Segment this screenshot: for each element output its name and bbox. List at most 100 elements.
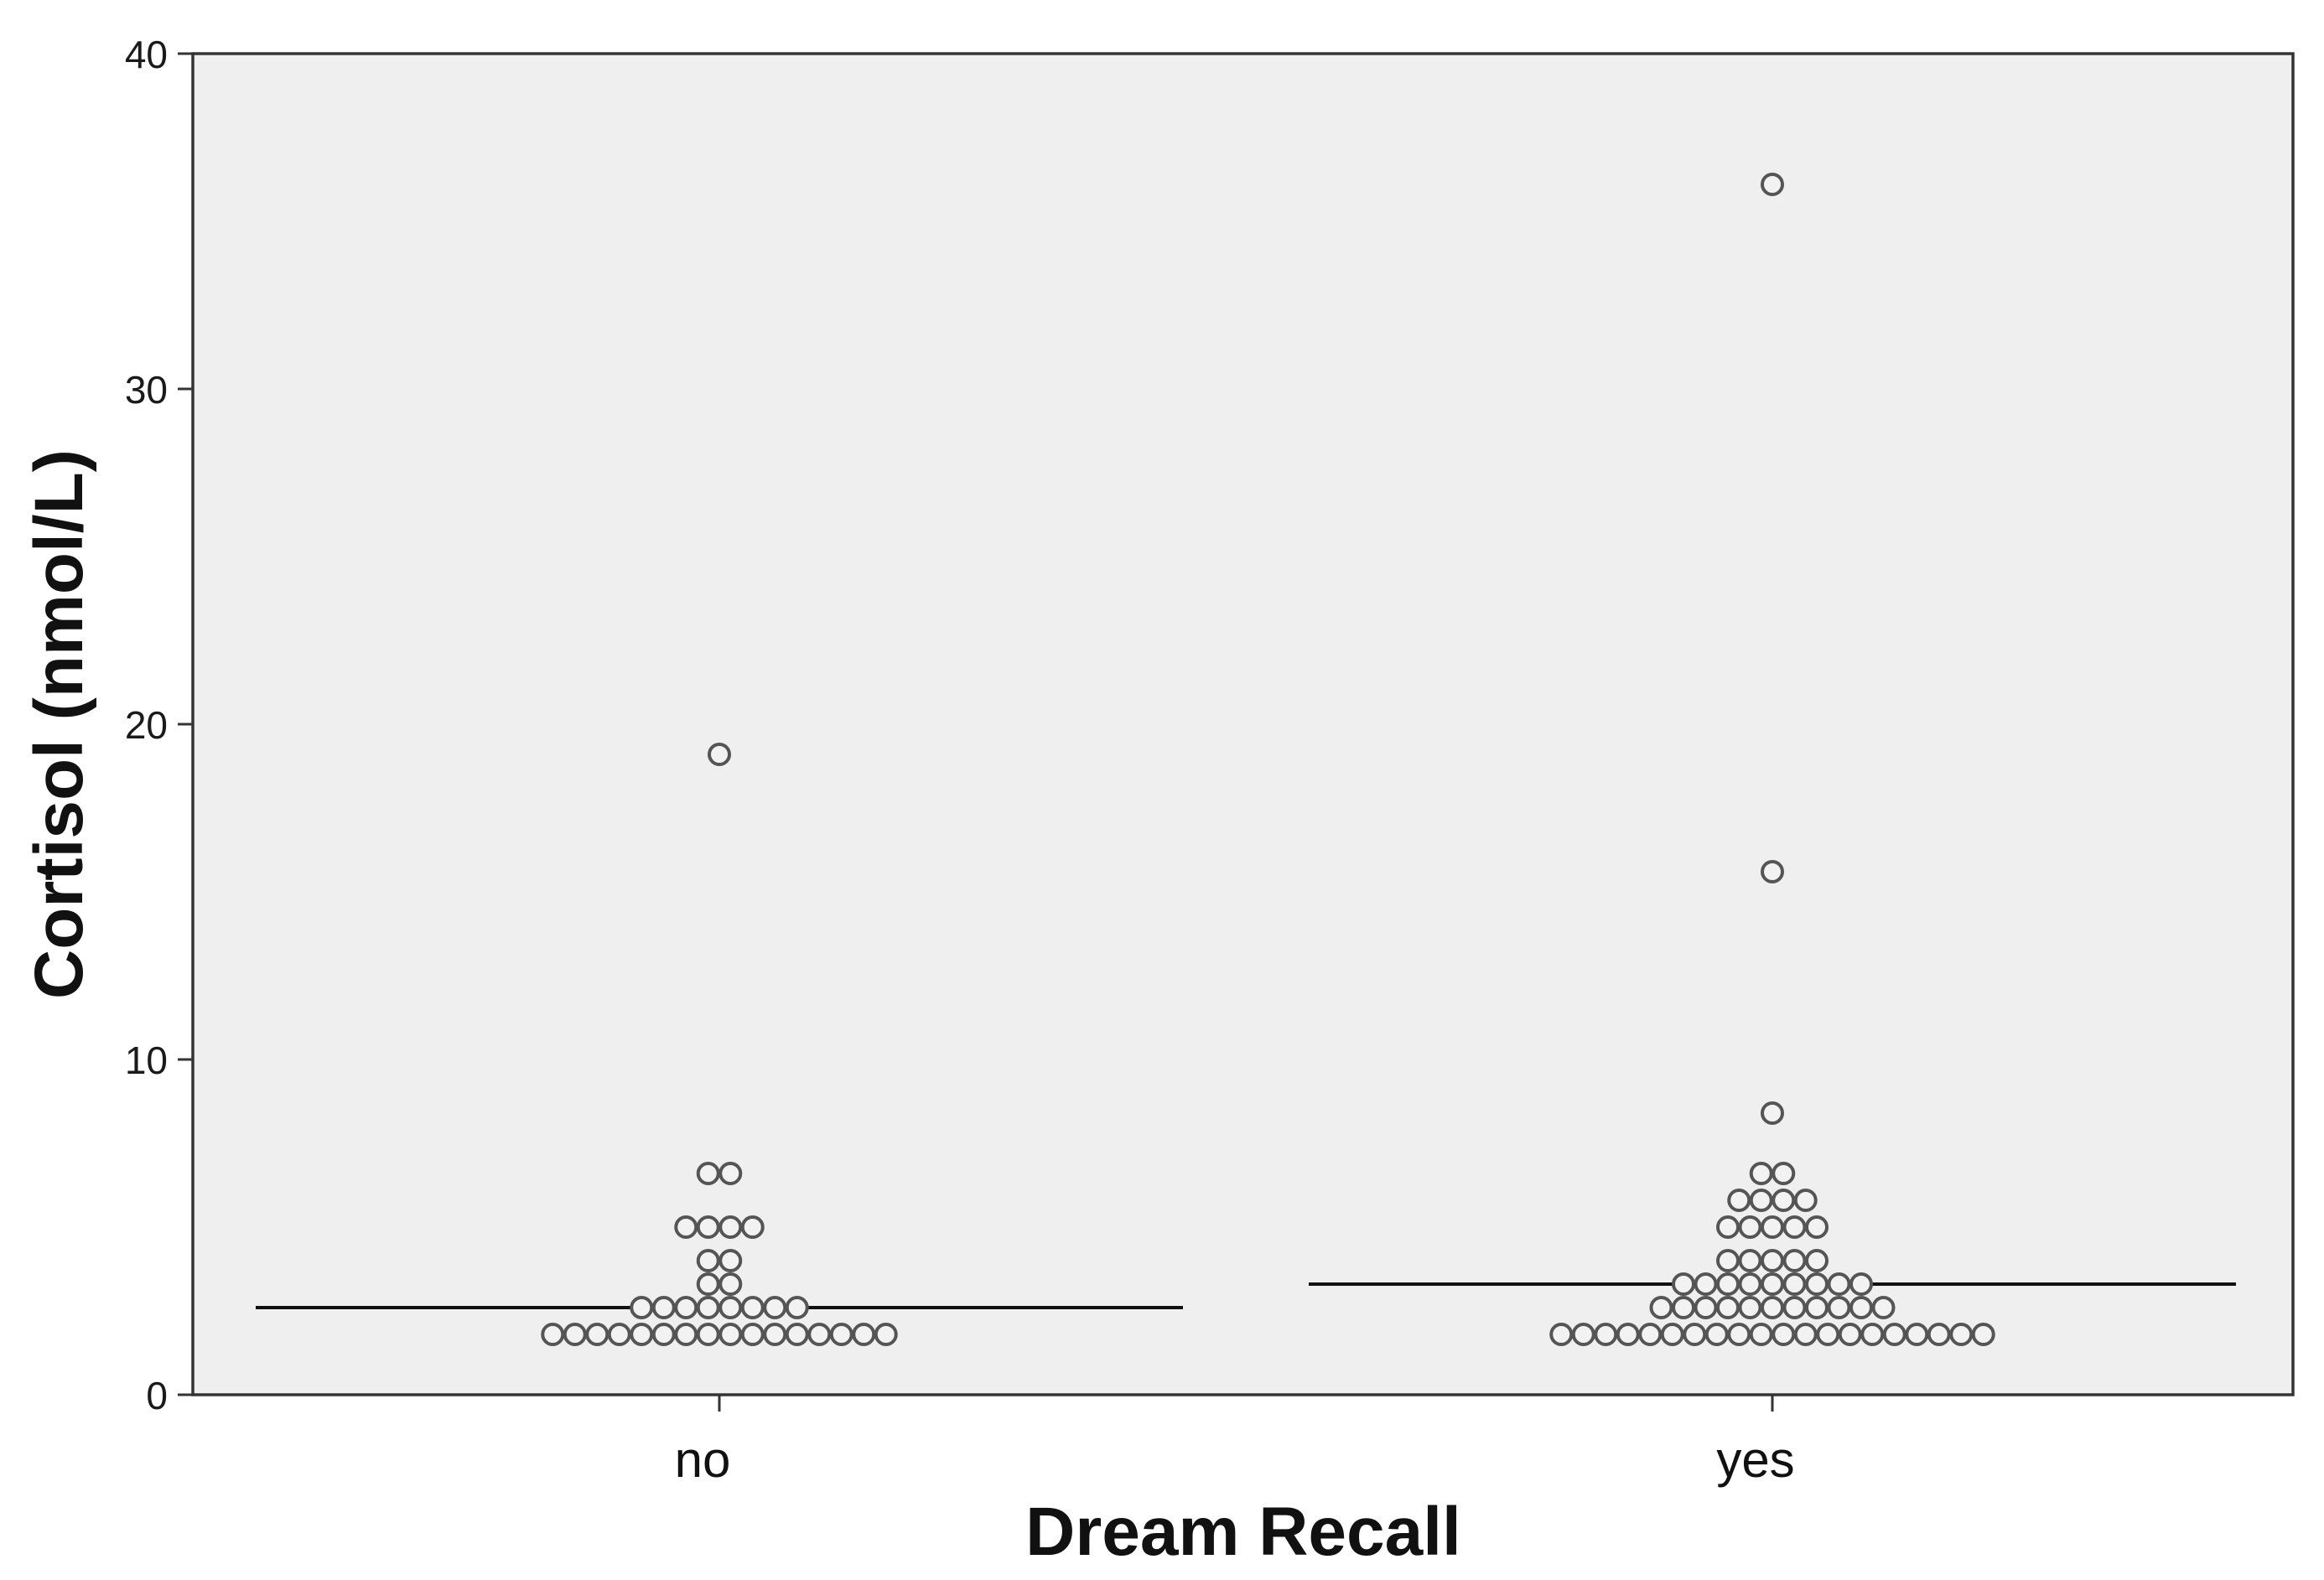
data-point	[1871, 1296, 1896, 1319]
data-point	[696, 1296, 720, 1319]
data-point	[874, 1323, 898, 1346]
data-point	[1816, 1323, 1840, 1346]
data-point	[718, 1296, 743, 1319]
data-point	[607, 1323, 631, 1346]
data-point	[1838, 1323, 1862, 1346]
data-point	[740, 1296, 765, 1319]
data-point	[1805, 1249, 1829, 1272]
data-point	[785, 1296, 809, 1319]
data-point	[651, 1323, 676, 1346]
data-point	[1971, 1323, 1995, 1346]
data-point	[1772, 1162, 1796, 1185]
data-point	[1761, 1249, 1784, 1272]
data-point	[1672, 1296, 1695, 1319]
data-point	[1738, 1249, 1762, 1272]
data-point	[1660, 1323, 1684, 1346]
data-point	[1594, 1323, 1618, 1346]
data-point	[1638, 1323, 1663, 1346]
data-point	[1704, 1323, 1729, 1346]
data-point	[852, 1323, 876, 1346]
data-point	[1793, 1323, 1818, 1346]
data-point	[1805, 1215, 1829, 1239]
data-point	[1860, 1323, 1885, 1346]
data-point	[807, 1323, 832, 1346]
data-point	[696, 1323, 720, 1346]
data-point	[630, 1296, 654, 1319]
data-point	[1716, 1215, 1740, 1239]
data-point	[1616, 1323, 1640, 1346]
data-point	[718, 1323, 743, 1346]
data-point	[1849, 1272, 1873, 1296]
data-point	[1549, 1323, 1574, 1346]
data-point	[1949, 1323, 1974, 1346]
data-point	[1805, 1272, 1829, 1296]
data-point	[630, 1323, 654, 1346]
data-points	[541, 173, 1995, 1346]
data-point	[1716, 1272, 1740, 1296]
data-point	[696, 1215, 720, 1239]
data-point	[1749, 1189, 1773, 1212]
plot-area	[191, 52, 2295, 1396]
data-point	[1772, 1323, 1796, 1346]
y-tick-label: 0	[146, 1374, 168, 1417]
data-point	[1571, 1323, 1595, 1346]
data-point	[718, 1162, 743, 1185]
data-point	[696, 1249, 720, 1272]
y-tick-label: 10	[125, 1039, 168, 1082]
data-point	[696, 1162, 720, 1185]
data-point	[1782, 1215, 1807, 1239]
data-point	[718, 1249, 743, 1272]
data-point	[1694, 1272, 1718, 1296]
data-point	[1782, 1296, 1807, 1319]
data-point	[740, 1323, 765, 1346]
x-tick-label: no	[675, 1432, 731, 1488]
data-point	[674, 1296, 698, 1319]
data-point	[1738, 1215, 1762, 1239]
data-point	[1738, 1272, 1762, 1296]
data-point	[708, 743, 731, 766]
data-point	[1738, 1296, 1762, 1319]
data-point	[585, 1323, 610, 1346]
x-axis: no yes	[675, 1395, 1795, 1488]
data-point	[696, 1272, 720, 1296]
data-point	[1761, 173, 1784, 196]
data-point	[1782, 1272, 1807, 1296]
data-point	[541, 1323, 565, 1346]
data-point	[1772, 1189, 1796, 1212]
data-point	[1749, 1162, 1773, 1185]
data-point	[740, 1215, 765, 1239]
data-point	[1761, 1215, 1784, 1239]
data-point	[674, 1215, 698, 1239]
data-point	[1927, 1323, 1951, 1346]
data-point	[1649, 1296, 1673, 1319]
data-point	[563, 1323, 587, 1346]
x-tick-label: yes	[1716, 1432, 1794, 1488]
data-point	[1761, 860, 1784, 883]
y-tick-label: 20	[125, 703, 168, 747]
data-point	[1761, 1272, 1784, 1296]
data-point	[1905, 1323, 1929, 1346]
data-point	[1727, 1189, 1751, 1212]
data-point	[718, 1272, 743, 1296]
data-point	[1761, 1101, 1784, 1125]
data-point	[1849, 1296, 1873, 1319]
data-point	[1805, 1296, 1829, 1319]
y-tick-label: 40	[125, 33, 168, 76]
data-point	[1672, 1272, 1695, 1296]
y-axis-title: Cortisol (nmol/L)	[21, 449, 97, 999]
data-point	[718, 1215, 743, 1239]
data-point	[674, 1323, 698, 1346]
data-point	[1749, 1323, 1773, 1346]
data-point	[829, 1323, 853, 1346]
data-point	[763, 1296, 787, 1319]
data-point	[1793, 1189, 1818, 1212]
x-axis-title: Dream Recall	[1025, 1494, 1461, 1570]
data-point	[1694, 1296, 1718, 1319]
data-point	[763, 1323, 787, 1346]
data-point	[785, 1323, 809, 1346]
data-point	[1727, 1323, 1751, 1346]
data-point	[1761, 1296, 1784, 1319]
data-point	[1716, 1296, 1740, 1319]
data-point	[1782, 1249, 1807, 1272]
